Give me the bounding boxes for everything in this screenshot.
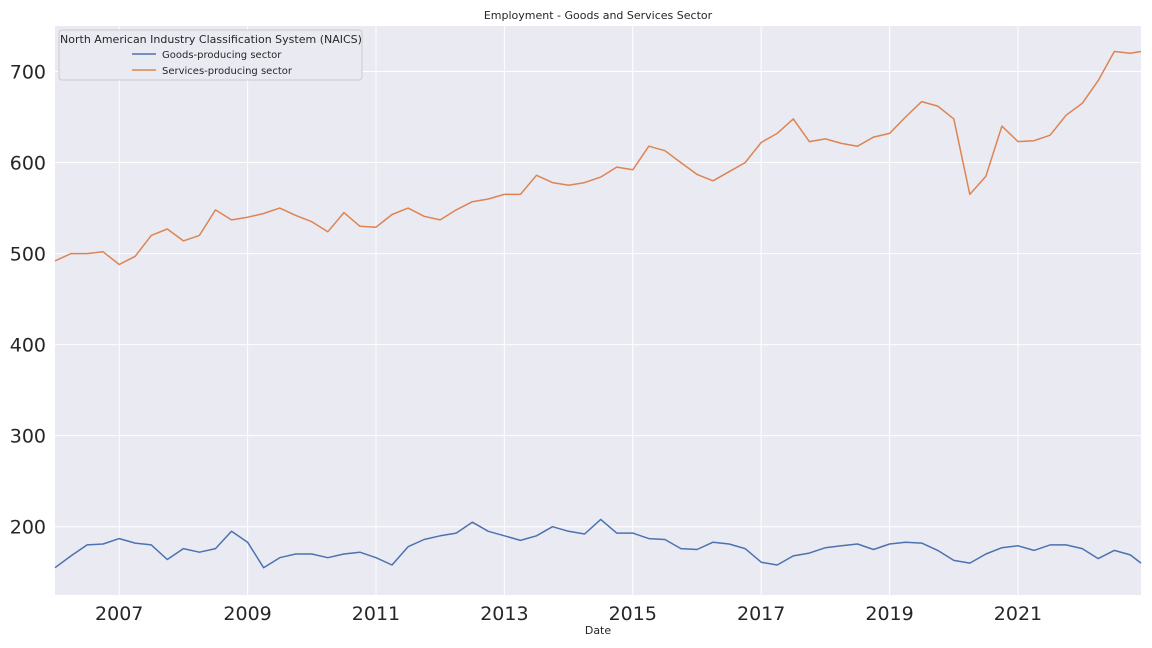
y-tick-label: 600 bbox=[10, 153, 46, 175]
goods-producing-series-line bbox=[54, 518, 1142, 569]
x-tick-label: 2017 bbox=[737, 603, 785, 625]
services-producing-series-line bbox=[54, 50, 1142, 266]
legend-box bbox=[58, 29, 363, 81]
x-tick-label: 2013 bbox=[480, 603, 528, 625]
x-tick-label: 2007 bbox=[95, 603, 143, 625]
x-tick-label: 2011 bbox=[352, 603, 400, 625]
x-tick-label: 2021 bbox=[994, 603, 1042, 625]
x-tick-label: 2009 bbox=[223, 603, 271, 625]
chart-title: Employment - Goods and Services Sector bbox=[484, 9, 713, 22]
x-tick-label: 2015 bbox=[609, 603, 657, 625]
x-tick-label: 2019 bbox=[865, 603, 913, 625]
y-tick-label: 700 bbox=[10, 62, 46, 84]
legend-title: North American Industry Classification S… bbox=[60, 33, 362, 46]
y-tick-label: 300 bbox=[10, 426, 46, 448]
x-axis-label: Date bbox=[585, 624, 612, 637]
legend-label-goods: Goods-producing sector bbox=[162, 50, 282, 61]
legend-label-services: Services-producing sector bbox=[162, 66, 293, 77]
series-layer bbox=[54, 50, 1142, 569]
plot-background bbox=[55, 26, 1141, 595]
y-tick-label: 500 bbox=[10, 244, 46, 266]
y-tick-label: 200 bbox=[10, 517, 46, 539]
legend: North American Industry Classification S… bbox=[58, 29, 363, 81]
tick-layer: 200 300 400 500 600 700 2007 2009 2011 2013 2015 20… bbox=[10, 62, 1042, 625]
y-tick-label: 400 bbox=[10, 335, 46, 357]
